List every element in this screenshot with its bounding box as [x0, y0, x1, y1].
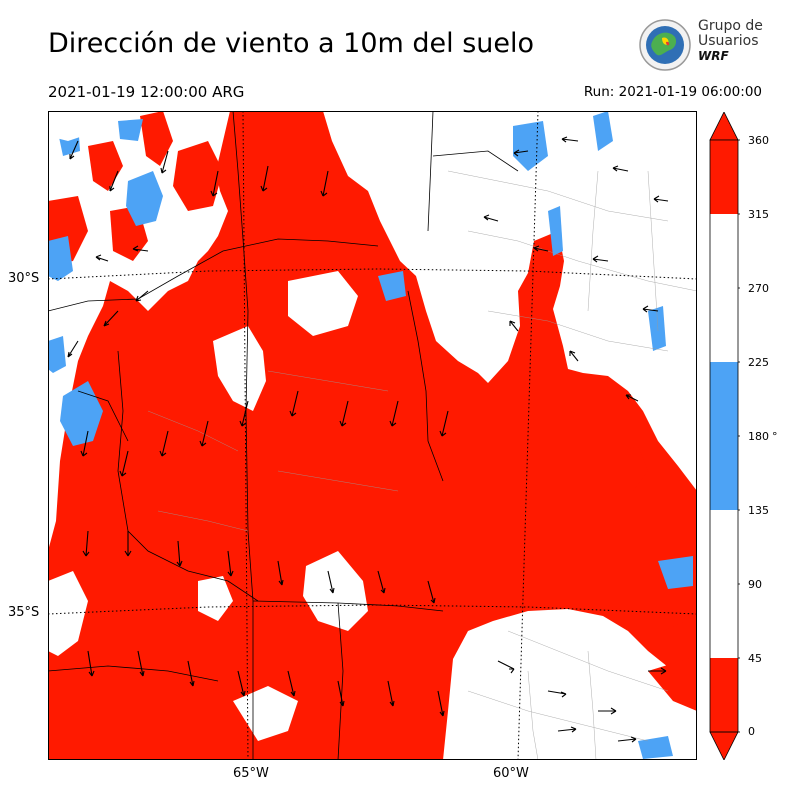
colorbar-tick-180: 180	[748, 430, 769, 443]
lon-label-60w: 60°W	[493, 766, 529, 781]
grupo-usuarios-wrf-logo: Grupo de Usuarios WRF	[638, 16, 768, 74]
colorbar-tick-270: 270	[748, 282, 769, 295]
blue-patch-e-1	[648, 306, 666, 351]
blue-patch-nw-1	[126, 171, 163, 226]
logo-line-1: Grupo de	[698, 18, 763, 34]
colorbar-graphic	[709, 111, 742, 761]
county-lines	[147, 170, 697, 760]
blue-patch-ne-3	[378, 271, 406, 301]
colorbar-tick-45: 45	[748, 652, 762, 665]
colorbar-band-315-360	[710, 140, 738, 214]
colorbar-max-extension	[709, 111, 739, 141]
red-blob-nw-2	[88, 141, 123, 191]
colorbar-min-extension	[709, 731, 739, 761]
red-patch-east-1	[608, 446, 648, 491]
globe-logo-icon	[639, 19, 691, 71]
wind-arrows	[67, 136, 669, 743]
valid-time: 2021-01-19 12:00:00 ARG	[48, 83, 245, 101]
blue-patch-nw-4	[118, 119, 143, 141]
white-hole-2	[288, 271, 358, 336]
colorbar-tick-360: 360	[748, 134, 769, 147]
red-blob-nw-1	[140, 111, 173, 166]
white-hole-6	[233, 686, 298, 741]
blue-patch-ne-1	[513, 121, 548, 171]
colorbar-tick-90: 90	[748, 578, 762, 591]
red-blob-nw-3	[173, 141, 223, 211]
colorbar	[708, 111, 742, 761]
white-hole-4	[198, 576, 233, 621]
colorbar-band-45-135	[710, 510, 738, 658]
logo-line-2: Usuarios	[698, 33, 759, 49]
colorbar-tick-135: 135	[748, 504, 769, 517]
blue-patch-w-1	[60, 381, 103, 446]
wind-direction-map	[48, 111, 697, 760]
logo-text: Grupo de Usuarios WRF	[698, 19, 763, 64]
map-title: Dirección de viento a 10m del suelo	[48, 28, 535, 59]
colorbar-tick-0: 0	[748, 725, 755, 738]
logo-line-3: WRF	[698, 49, 729, 63]
colorbar-band-0-45	[710, 658, 738, 732]
colorbar-band-135-225	[710, 362, 738, 510]
blue-patch-se	[638, 736, 673, 759]
map-panel	[48, 111, 697, 760]
province-borders	[48, 111, 519, 760]
blue-patch-ne-2	[593, 111, 613, 151]
colorbar-unit: °	[772, 430, 778, 443]
blue-patch-e-2	[658, 556, 693, 589]
colorbar-tick-225: 225	[748, 356, 769, 369]
white-patch-ne	[48, 111, 108, 141]
run-time: Run: 2021-01-19 06:00:00	[583, 84, 762, 100]
lat-label-30s: 30°S	[8, 271, 40, 286]
lat-label-35s: 35°S	[8, 605, 40, 620]
map-border	[48, 111, 697, 760]
white-hole-3	[303, 551, 368, 631]
blue-patch-river	[548, 206, 563, 256]
colorbar-band-225-315	[710, 214, 738, 362]
blue-patch-w-2	[48, 336, 66, 373]
blue-patch-nw-2	[48, 236, 73, 281]
graticule	[48, 111, 697, 760]
white-hole-1	[213, 326, 266, 411]
colorbar-tick-315: 315	[748, 208, 769, 221]
red-patch-se	[648, 656, 697, 711]
lon-label-65w: 65°W	[233, 766, 269, 781]
